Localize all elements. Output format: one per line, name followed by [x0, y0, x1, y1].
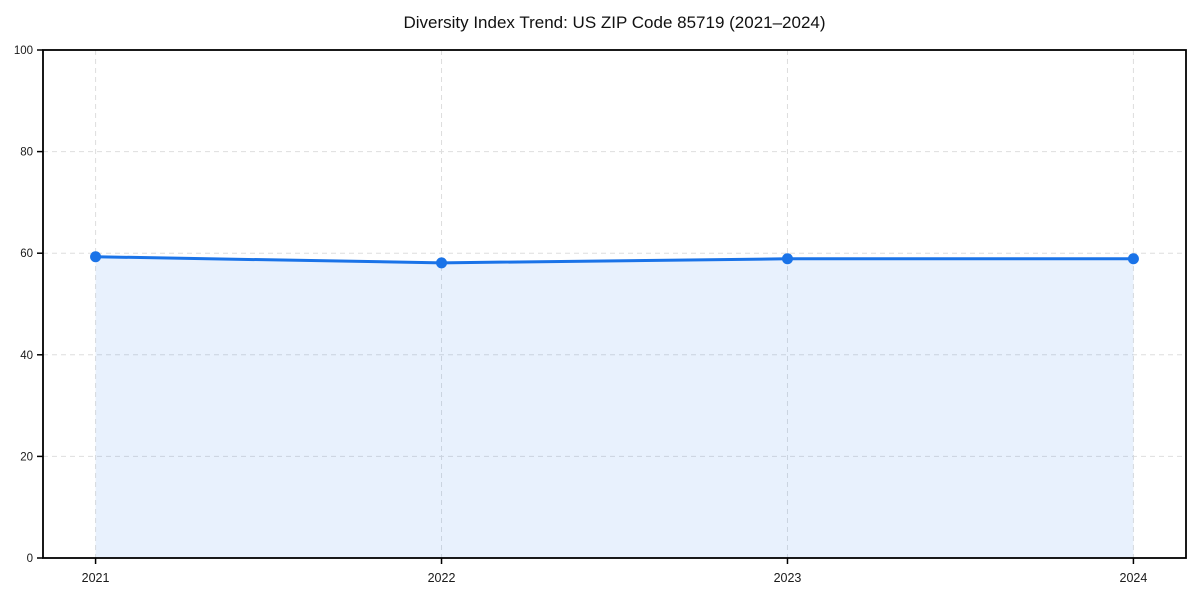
- data-point-marker: [1127, 253, 1139, 265]
- y-tick-label: 40: [20, 350, 33, 362]
- data-point-marker: [436, 257, 448, 269]
- plot-border: [42, 49, 1187, 559]
- x-tick-label: 2022: [428, 571, 456, 585]
- y-tick-label: 0: [27, 553, 33, 565]
- chart-title: Diversity Index Trend: US ZIP Code 85719…: [403, 13, 826, 32]
- y-tick-label: 80: [20, 147, 33, 159]
- x-tick-label: 2024: [1120, 571, 1148, 585]
- area-fill: [95, 256, 1134, 558]
- trend-line: [94, 255, 1135, 265]
- x-tick-label: 2021: [82, 571, 110, 585]
- data-point-marker: [781, 253, 793, 265]
- y-tick-label: 60: [20, 248, 33, 260]
- y-tick-label: 20: [20, 451, 33, 463]
- data-point-marker: [90, 251, 102, 263]
- x-tick-label: 2023: [774, 571, 802, 585]
- y-tick-label: 100: [14, 45, 33, 57]
